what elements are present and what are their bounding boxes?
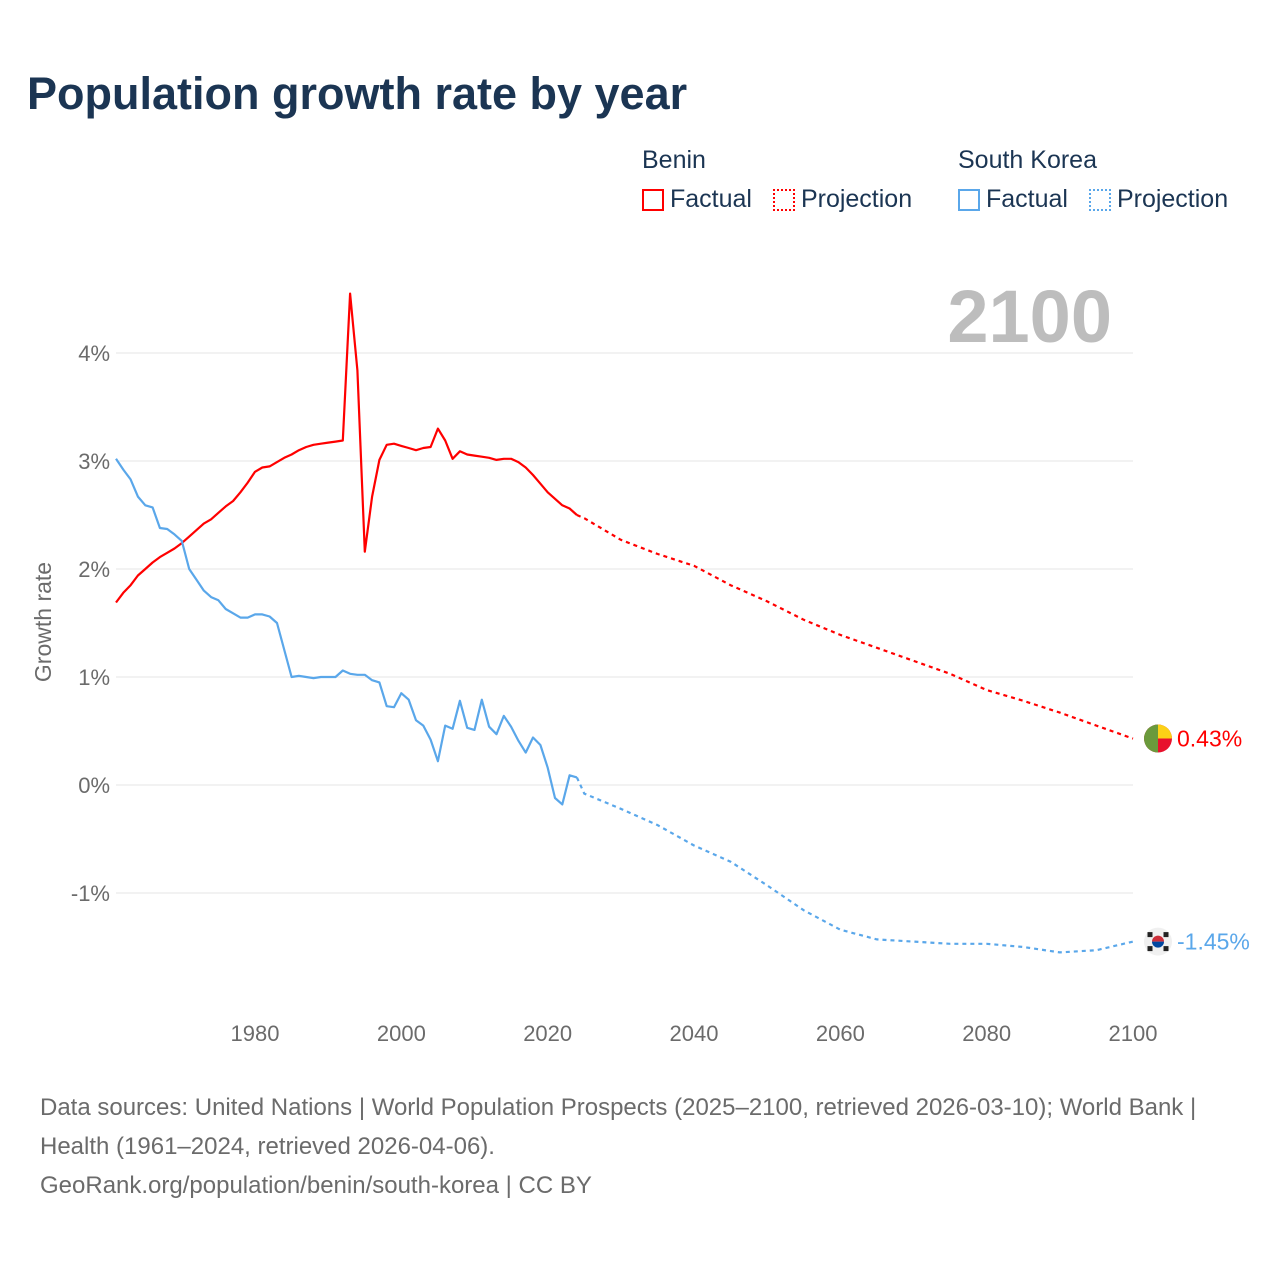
legend-swatch-solid <box>958 188 980 211</box>
south-korea-factual-line <box>115 458 578 806</box>
benin-flag-icon <box>1144 724 1172 753</box>
chart-title: Population growth rate by year <box>27 68 688 119</box>
south-korea-end-value: -1.45% <box>1177 929 1250 955</box>
benin-projection-line <box>576 513 1134 740</box>
benin-end-value: 0.43% <box>1177 726 1242 752</box>
y-tick-label: 4% <box>78 341 110 366</box>
x-tick-label: 2100 <box>1109 1021 1158 1046</box>
legend-label: Factual <box>670 185 752 213</box>
y-tick-label: -1% <box>71 881 110 906</box>
legend-label: Factual <box>986 185 1068 213</box>
data-sources: Data sources: United Nations | World Pop… <box>40 1094 1197 1160</box>
legend-south-korea-factual[interactable]: Factual <box>958 185 1068 214</box>
y-axis-label: Growth rate <box>30 562 56 682</box>
y-tick-label: 1% <box>78 665 110 690</box>
y-tick-label: 2% <box>78 557 110 582</box>
footer: Data sources: United Nations | World Pop… <box>40 1088 1240 1205</box>
x-tick-label: 2020 <box>523 1021 572 1046</box>
legend-benin-projection[interactable]: Projection <box>772 185 913 214</box>
year-label: 2100 <box>947 275 1112 358</box>
legend-swatch-dotted <box>772 188 795 211</box>
legend-label: Projection <box>800 185 913 213</box>
x-tick-label: 2000 <box>377 1021 426 1046</box>
x-tick-label: 2080 <box>962 1021 1011 1046</box>
legend-south-korea-projection[interactable]: Projection <box>1088 185 1229 214</box>
x-tick-label: 1980 <box>231 1021 280 1046</box>
legend-benin-factual[interactable]: Factual <box>642 185 752 214</box>
legend-group-title: South Korea <box>958 146 1097 174</box>
credit-link[interactable]: GeoRank.org/population/benin/south-korea… <box>40 1172 592 1199</box>
legend-south-korea: South Korea Factual Projection <box>958 146 1242 218</box>
legend-group-title: Benin <box>642 146 706 174</box>
benin-factual-line <box>115 292 578 604</box>
y-tick-label: 3% <box>78 449 110 474</box>
south-korea-flag-icon <box>1144 927 1172 956</box>
legend-label: Projection <box>1116 185 1229 213</box>
y-tick-label: 0% <box>78 773 110 798</box>
south-korea-projection-line <box>575 776 1134 954</box>
legend-swatch-solid <box>642 188 664 211</box>
x-tick-label: 2040 <box>670 1021 719 1046</box>
x-tick-label: 2060 <box>816 1021 865 1046</box>
legend-swatch-dotted <box>1088 188 1111 211</box>
legend-benin: Benin Factual Projection <box>642 146 926 218</box>
